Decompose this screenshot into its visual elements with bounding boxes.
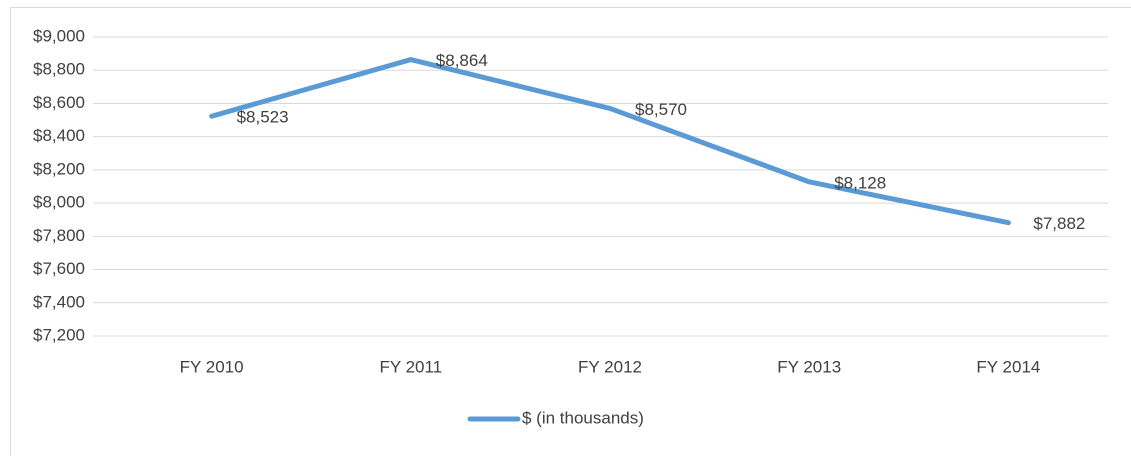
y-tick-label: $7,800 [33, 226, 85, 245]
x-tick-label: FY 2010 [180, 357, 244, 376]
x-tick-label: FY 2012 [578, 357, 642, 376]
data-label: $8,523 [237, 108, 289, 127]
data-label: $8,570 [635, 100, 687, 119]
y-tick-label: $7,400 [33, 292, 85, 311]
chart-border [10, 7, 1131, 456]
y-tick-label: $8,400 [33, 126, 85, 145]
series-line [209, 57, 1011, 226]
x-tick-label: FY 2014 [976, 357, 1040, 376]
legend-label: $ (in thousands) [522, 408, 644, 427]
data-label: $8,864 [436, 51, 488, 70]
y-tick-label: $7,200 [33, 325, 85, 344]
y-tick-label: $9,000 [33, 26, 85, 45]
x-tick-label: FY 2011 [379, 357, 442, 376]
y-tick-label: $8,000 [33, 193, 85, 212]
x-tick-label: FY 2013 [777, 357, 841, 376]
data-label: $8,128 [834, 173, 886, 192]
data-label: $7,882 [1033, 214, 1085, 233]
y-tick-label: $8,800 [33, 60, 85, 79]
y-tick-label: $7,600 [33, 259, 85, 278]
y-tick-label: $8,600 [33, 93, 85, 112]
y-tick-label: $8,200 [33, 159, 85, 178]
